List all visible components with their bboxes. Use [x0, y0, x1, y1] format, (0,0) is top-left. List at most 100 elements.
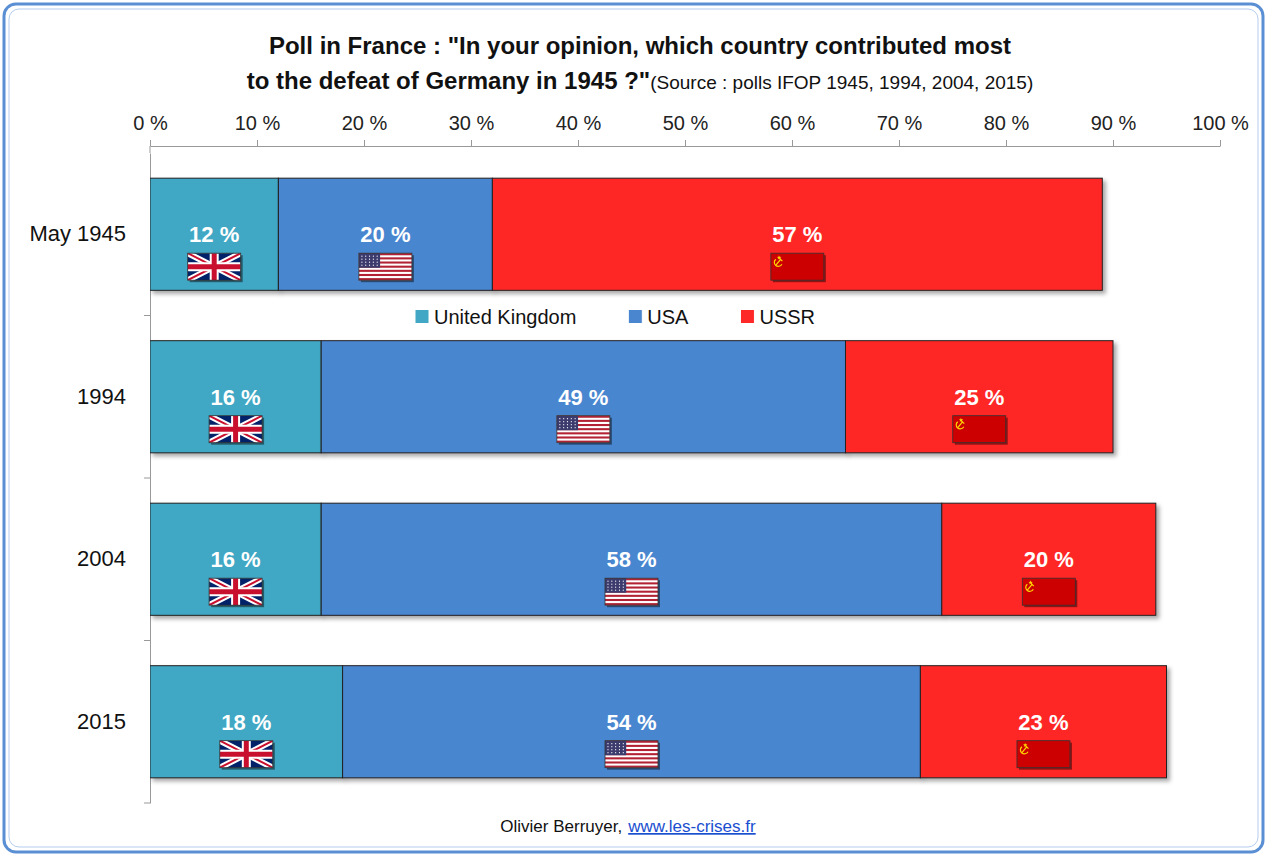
- flag-part: [359, 274, 412, 276]
- tick: 100 %: [1192, 112, 1249, 146]
- flag-part: [958, 421, 965, 428]
- flag-part: [615, 752, 616, 753]
- legend-item: USSR: [740, 306, 815, 328]
- flag-part: [619, 587, 620, 588]
- tick: 20 %: [342, 112, 388, 146]
- flag-part: [209, 578, 262, 605]
- title: Poll in France : "In your opinion, which…: [269, 32, 1011, 59]
- flag-part: [953, 416, 1006, 443]
- tick-label: 50 %: [663, 112, 709, 134]
- flag-body: [209, 416, 262, 443]
- flag-part: [369, 265, 370, 266]
- tick-mark: [471, 140, 472, 146]
- flag-part: [188, 253, 241, 280]
- axis-line: [150, 146, 151, 153]
- flag-part: [611, 749, 612, 750]
- flag-part: [605, 595, 658, 597]
- flag-part: [369, 259, 370, 260]
- bar: [920, 666, 1166, 778]
- tick-label: 70 %: [877, 112, 923, 134]
- flag-part: [575, 424, 576, 425]
- legend-swatch: [628, 310, 642, 324]
- flag-part: [623, 743, 624, 744]
- data-label: 20 %: [360, 222, 410, 247]
- data-labels: 12 %16 %16 %18 %20 %49 %58 %54 %57 %25 %…: [188, 222, 1078, 770]
- flag-part: [615, 584, 616, 585]
- flag-part: [615, 749, 616, 750]
- flag-part: [571, 427, 572, 428]
- flag-part: [605, 761, 658, 763]
- legend-label: United Kingdom: [434, 306, 576, 328]
- flag-border: [953, 416, 1006, 443]
- data-label: 23 %: [1018, 710, 1068, 735]
- flag-image: [557, 416, 610, 443]
- legend-label: USSR: [759, 306, 815, 328]
- flag-part: [615, 743, 616, 744]
- data-label: 16 %: [211, 547, 261, 572]
- flag-part: [557, 432, 610, 434]
- credit-link: www.les-crises.fr: [627, 817, 756, 836]
- x-axis: 0 %10 %20 %30 %40 %50 %60 %70 %80 %90 %1…: [133, 112, 1249, 147]
- flag-part: [619, 749, 620, 750]
- flag-part: [563, 424, 564, 425]
- flag-part: [571, 424, 572, 425]
- flag-part: [607, 590, 608, 591]
- flag-part: [377, 259, 378, 260]
- flag-border: [605, 741, 658, 768]
- legend: United KingdomUSAUSSR: [415, 306, 815, 328]
- tick-mark: [150, 140, 151, 146]
- flag-part: [619, 752, 620, 753]
- flag-part: [220, 741, 273, 768]
- flag-part: [567, 418, 568, 419]
- flag-part: [209, 416, 262, 443]
- title-line: to the defeat of Germany in 1945 ?": [247, 67, 650, 94]
- flag-body: [188, 253, 241, 280]
- flag-part: [619, 590, 620, 591]
- tick-label: 90 %: [1091, 112, 1137, 134]
- flag-part: [209, 416, 262, 443]
- flag-part: [567, 424, 568, 425]
- flag-part: [615, 581, 616, 582]
- flag-part: [611, 746, 612, 747]
- data-label: 12 %: [189, 222, 239, 247]
- flag-part: [956, 422, 964, 429]
- credit-author: Olivier Berruyer,: [500, 817, 622, 836]
- flag-part: [605, 757, 658, 759]
- legend-item: United Kingdom: [415, 306, 576, 328]
- flag-body: [209, 578, 262, 605]
- tick-mark: [792, 140, 793, 146]
- flag-part: [615, 587, 616, 588]
- tick-label: 0 %: [133, 112, 168, 134]
- flag-border: [1022, 578, 1075, 605]
- flag: [209, 416, 264, 445]
- bar: [150, 666, 343, 778]
- flag-part: [188, 253, 241, 280]
- flag-part: [361, 256, 362, 257]
- flag-part: [1027, 583, 1034, 590]
- flag: [209, 578, 264, 607]
- data-label: 54 %: [606, 710, 656, 735]
- bar: [150, 178, 278, 290]
- legend-swatch: [415, 310, 429, 324]
- bar: [278, 178, 492, 290]
- tick-label: 10 %: [235, 112, 281, 134]
- separator-tick: [144, 478, 150, 479]
- tick-mark: [257, 140, 258, 146]
- separator-tick: [144, 640, 150, 641]
- flag-part: [209, 578, 262, 605]
- flag-part: [771, 253, 824, 280]
- data-label: 25 %: [954, 385, 1004, 410]
- credit: Olivier Berruyer, www.les-crises.fr: [500, 817, 756, 836]
- flag-part: [365, 259, 366, 260]
- flag-part: [209, 578, 262, 605]
- flag-border: [209, 578, 262, 605]
- flag-part: [607, 752, 608, 753]
- tick-label: 60 %: [770, 112, 816, 134]
- flag-part: [619, 743, 620, 744]
- category-label: May 1945: [29, 221, 126, 246]
- flag-image: [953, 416, 1006, 443]
- flag-part: [1026, 584, 1034, 591]
- separator-tick: [144, 803, 150, 804]
- flag-part: [557, 416, 610, 443]
- flag-part: [377, 262, 378, 263]
